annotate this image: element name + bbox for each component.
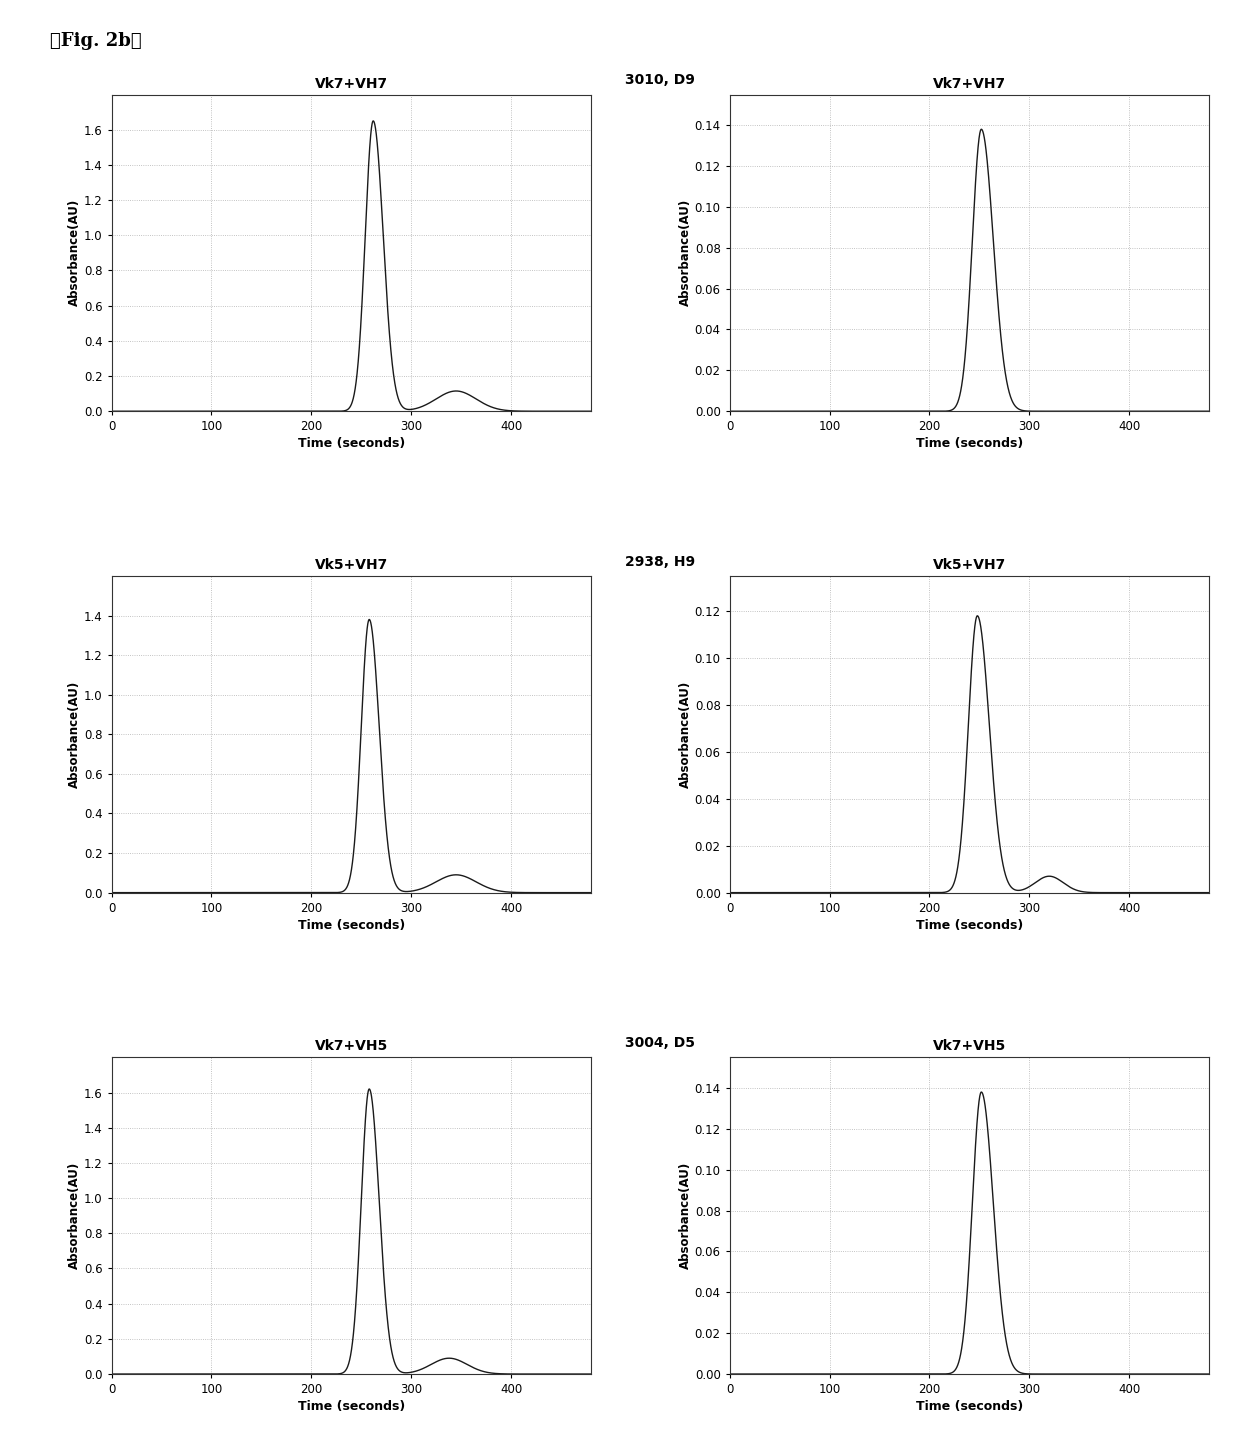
Title: Vk7+VH7: Vk7+VH7: [315, 77, 388, 90]
Text: 3004, D5: 3004, D5: [625, 1037, 696, 1050]
Title: Vk7+VH7: Vk7+VH7: [932, 77, 1006, 90]
X-axis label: Time (seconds): Time (seconds): [298, 919, 405, 932]
Y-axis label: Absorbance(AU): Absorbance(AU): [68, 1162, 81, 1269]
X-axis label: Time (seconds): Time (seconds): [298, 438, 405, 451]
Title: Vk5+VH7: Vk5+VH7: [932, 558, 1006, 571]
Text: 「Fig. 2b」: 「Fig. 2b」: [50, 32, 141, 49]
Y-axis label: Absorbance(AU): Absorbance(AU): [68, 199, 81, 307]
Y-axis label: Absorbance(AU): Absorbance(AU): [678, 680, 692, 788]
Title: Vk7+VH5: Vk7+VH5: [315, 1040, 388, 1053]
Y-axis label: Absorbance(AU): Absorbance(AU): [678, 1162, 692, 1269]
X-axis label: Time (seconds): Time (seconds): [915, 919, 1023, 932]
Text: 3010, D9: 3010, D9: [625, 73, 696, 87]
Title: Vk7+VH5: Vk7+VH5: [932, 1040, 1006, 1053]
X-axis label: Time (seconds): Time (seconds): [915, 438, 1023, 451]
Text: 2938, H9: 2938, H9: [625, 554, 696, 569]
Y-axis label: Absorbance(AU): Absorbance(AU): [678, 199, 692, 307]
X-axis label: Time (seconds): Time (seconds): [298, 1400, 405, 1413]
X-axis label: Time (seconds): Time (seconds): [915, 1400, 1023, 1413]
Y-axis label: Absorbance(AU): Absorbance(AU): [68, 680, 81, 788]
Title: Vk5+VH7: Vk5+VH7: [315, 558, 388, 571]
